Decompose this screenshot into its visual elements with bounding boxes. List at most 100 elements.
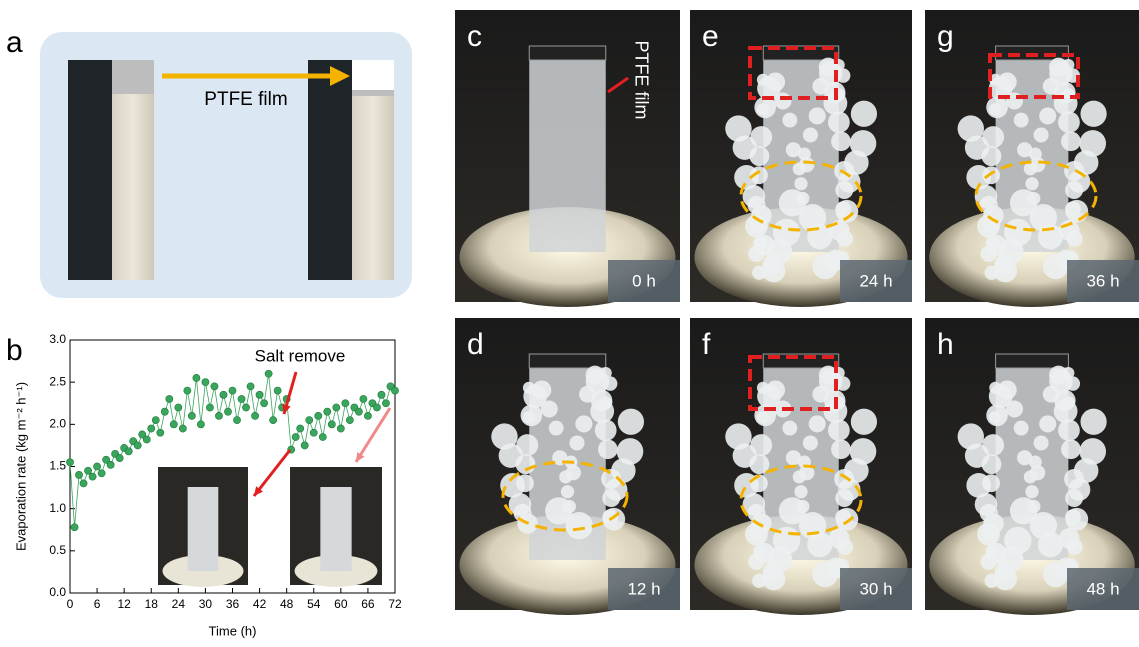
point: [147, 424, 156, 433]
arrow: [252, 449, 292, 497]
point: [327, 420, 336, 429]
salt: [617, 408, 645, 435]
point: [233, 416, 241, 425]
point: [345, 416, 354, 425]
column-top: [762, 353, 840, 369]
salt: [560, 485, 575, 499]
salt: [782, 420, 798, 436]
salt: [748, 553, 765, 570]
point: [178, 424, 187, 433]
salt: [575, 415, 593, 433]
arrow-head: [254, 486, 263, 496]
point: [115, 454, 124, 462]
salt: [1029, 511, 1057, 540]
salt: [1026, 191, 1041, 206]
salt: [513, 503, 532, 522]
dashed-ellipse: [501, 460, 629, 532]
arrow-head: [330, 66, 350, 86]
schematic-label: PTFE film: [204, 89, 287, 110]
salt: [1004, 218, 1032, 247]
time-label: 30 h: [859, 579, 892, 598]
salt: [565, 511, 593, 540]
point: [97, 469, 106, 478]
salt: [766, 72, 786, 92]
salt: [1064, 469, 1085, 489]
x-tick-label: 48: [280, 597, 294, 611]
salt: [1079, 130, 1107, 157]
point: [291, 433, 300, 441]
salt: [835, 489, 854, 508]
salt: [532, 380, 552, 400]
salt: [966, 165, 992, 190]
dashed-ellipse: [739, 160, 863, 232]
salt: [756, 411, 769, 424]
salt: [835, 376, 851, 391]
salt: [603, 376, 618, 391]
salt: [749, 146, 770, 167]
point: [255, 390, 264, 399]
salt: [1061, 131, 1081, 152]
salt: [802, 435, 818, 451]
salt: [823, 91, 848, 116]
salt: [569, 435, 585, 451]
x-tick-label: 0: [67, 597, 74, 611]
point: [354, 407, 363, 416]
column-top: [528, 45, 607, 61]
point: [364, 411, 372, 420]
salt: [1004, 526, 1032, 555]
y-tick-label: 1.5: [49, 459, 66, 473]
time-label: 0 h: [632, 271, 656, 290]
y-tick-label: 0.0: [49, 585, 66, 599]
point: [187, 411, 196, 420]
salt: [597, 439, 618, 460]
time-box: [608, 568, 680, 610]
salt: [1049, 365, 1068, 385]
ptfe-film: [352, 60, 394, 90]
time-label: 48 h: [1086, 579, 1119, 598]
dashed-ellipse: [739, 464, 863, 536]
salt: [982, 434, 1005, 457]
salt: [980, 245, 997, 262]
holder: [68, 60, 112, 280]
salt: [522, 411, 535, 424]
salt: [734, 165, 759, 190]
salt: [796, 191, 810, 206]
salt: [835, 181, 854, 200]
point: [156, 428, 165, 437]
point: [93, 462, 101, 471]
point: [242, 403, 250, 412]
salt: [602, 507, 626, 531]
panel-label: d: [467, 328, 484, 361]
salt: [799, 156, 815, 173]
point: [210, 382, 219, 391]
salt: [831, 439, 851, 460]
dashed-ellipse: [974, 160, 1098, 232]
salt: [979, 195, 998, 214]
point: [332, 403, 341, 412]
panel-label: f: [702, 328, 711, 361]
salt: [491, 423, 518, 450]
point: [260, 399, 268, 408]
point: [75, 471, 83, 479]
salt: [516, 434, 539, 457]
arrow-head: [356, 452, 365, 462]
salt: [750, 126, 773, 149]
point: [206, 403, 214, 412]
y-tick-label: 0.5: [49, 543, 66, 557]
salt: [836, 538, 854, 555]
salt: [836, 230, 854, 247]
salt: [794, 485, 808, 499]
salt: [752, 573, 767, 588]
salt: [979, 503, 998, 522]
x-tick-label: 18: [145, 597, 159, 611]
chart: 0 6 12 18 24 30 36 42 48 54 60 66 72 0.0 0.5 1.0 1.5 2.0 2…: [13, 332, 402, 638]
salt: [818, 57, 838, 77]
film-gray: [112, 60, 154, 94]
y-tick-label: 2.5: [49, 374, 66, 388]
point: [201, 378, 210, 387]
time-box: [1067, 260, 1139, 302]
salt: [988, 411, 1002, 424]
x-tick-label: 54: [307, 597, 321, 611]
x-tick-label: 24: [172, 597, 186, 611]
salt: [601, 469, 622, 489]
